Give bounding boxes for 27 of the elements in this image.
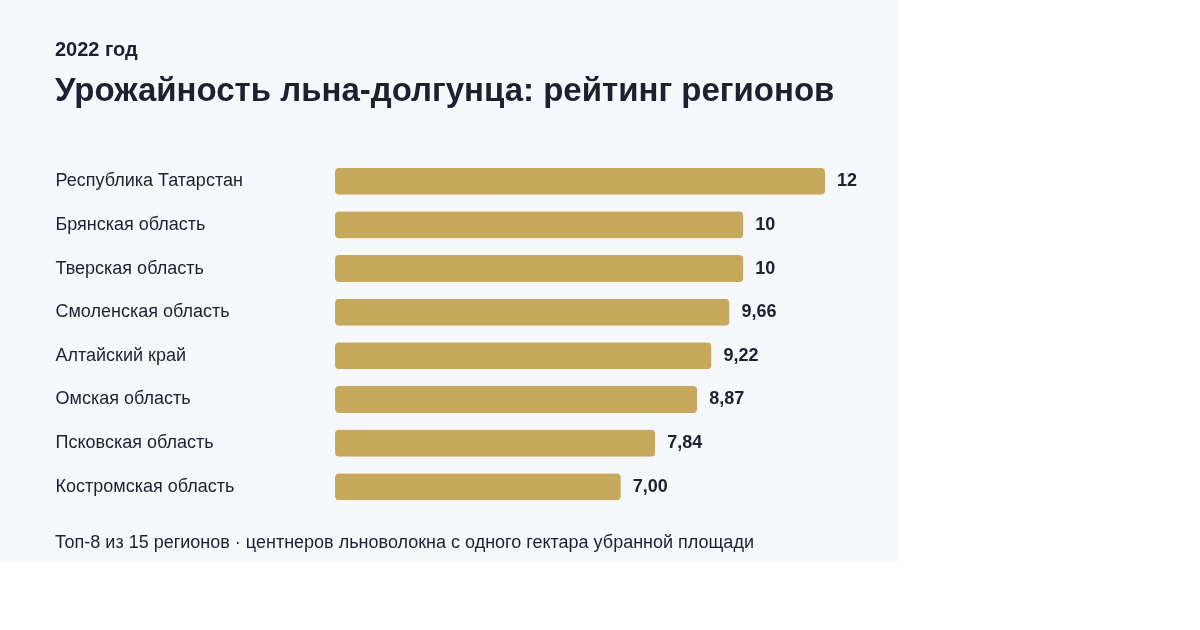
bar <box>335 473 621 501</box>
bar <box>335 429 656 457</box>
data-label: 9,22 <box>723 344 759 365</box>
bar <box>335 167 825 195</box>
bar <box>335 342 712 370</box>
chart-title: Урожайность льна-долгунца: рейтинг регионов <box>55 71 835 108</box>
data-label: 9,66 <box>741 301 777 322</box>
data-label: 10 <box>755 257 776 278</box>
data-label: 12 <box>837 170 858 191</box>
data-label: 10 <box>755 213 776 234</box>
y-tick-label: Республика Татарстан <box>55 170 243 191</box>
y-tick-label: Костромская область <box>55 475 235 496</box>
data-label: 7,84 <box>667 432 703 453</box>
bar <box>335 211 744 239</box>
bar <box>335 255 744 283</box>
y-tick-label: Алтайский край <box>55 344 187 365</box>
y-tick-label: Псковская область <box>55 432 214 453</box>
y-tick-label: Брянская область <box>55 213 206 234</box>
data-label: 7,00 <box>632 475 668 496</box>
text: 2022 год <box>55 38 139 60</box>
y-tick-label: Омская область <box>55 388 191 409</box>
y-tick-label: Смоленская область <box>55 301 230 322</box>
bar <box>335 298 730 326</box>
data-label: 8,87 <box>709 388 745 409</box>
text: Топ-8 из 15 регионов · центнеров льноволокна с одного гектара убранной площади <box>55 532 754 552</box>
bar <box>335 385 698 413</box>
y-tick-label: Тверская область <box>55 257 204 278</box>
